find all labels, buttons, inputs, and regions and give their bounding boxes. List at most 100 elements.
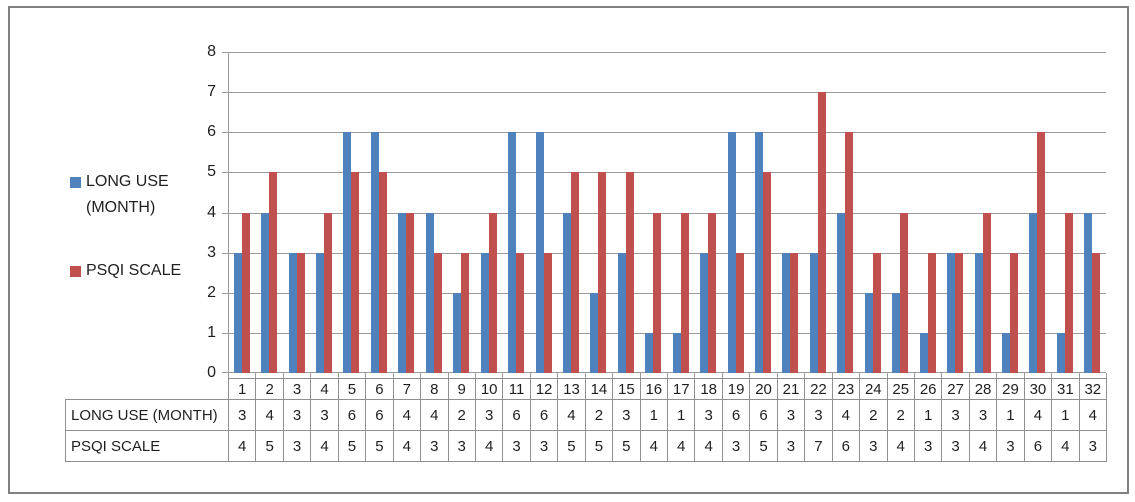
bar-long-use-month-29 xyxy=(1001,332,1010,373)
y-tick-label-2: 2 xyxy=(207,283,216,301)
gridline-0 xyxy=(222,372,1106,373)
x-axis-tick xyxy=(310,373,311,378)
gridline-2 xyxy=(222,293,1106,294)
x-axis-tick xyxy=(228,373,229,378)
x-axis-tick xyxy=(475,373,476,378)
value-cell-long-use-month-14: 2 xyxy=(584,399,614,431)
value-cell-long-use-month-29: 1 xyxy=(996,399,1025,431)
category-cell-11: 11 xyxy=(502,378,531,400)
bar-long-use-month-32 xyxy=(1084,212,1093,373)
category-cell-15: 15 xyxy=(612,378,641,400)
category-cell-28: 28 xyxy=(968,378,998,400)
value-cell-psqi-scale-18: 4 xyxy=(694,430,723,462)
y-axis-line xyxy=(228,52,229,373)
bar-psqi-scale-22 xyxy=(817,92,826,373)
value-cell-psqi-scale-5: 5 xyxy=(337,430,367,462)
value-cell-long-use-month-15: 3 xyxy=(612,399,641,431)
bar-psqi-scale-2 xyxy=(269,172,278,373)
bar-psqi-scale-24 xyxy=(872,252,881,373)
bar-long-use-month-1 xyxy=(233,252,242,373)
x-axis-tick xyxy=(557,373,558,378)
x-axis-tick xyxy=(722,373,723,378)
gridline-6 xyxy=(222,132,1106,133)
value-cell-long-use-month-19: 6 xyxy=(721,399,751,431)
value-cell-long-use-month-30: 4 xyxy=(1023,399,1053,431)
x-axis-tick xyxy=(1051,373,1052,378)
value-cell-psqi-scale-17: 4 xyxy=(666,430,696,462)
legend-swatch-psqi-scale xyxy=(70,266,81,277)
legend-swatch-long-use-month xyxy=(70,177,81,188)
bar-psqi-scale-6 xyxy=(378,172,387,373)
value-cell-long-use-month-3: 3 xyxy=(282,399,312,431)
bar-psqi-scale-1 xyxy=(241,212,250,373)
x-axis-tick xyxy=(887,373,888,378)
value-cell-long-use-month-6: 6 xyxy=(365,399,394,431)
value-cell-long-use-month-17: 1 xyxy=(666,399,696,431)
category-cell-14: 14 xyxy=(584,378,614,400)
bar-long-use-month-2 xyxy=(261,212,270,373)
row-header-long-use-month: LONG USE (MONTH) xyxy=(65,399,229,431)
bar-psqi-scale-18 xyxy=(708,212,717,373)
x-axis-tick xyxy=(283,373,284,378)
value-cell-long-use-month-13: 4 xyxy=(557,399,586,431)
bar-psqi-scale-17 xyxy=(680,212,689,373)
y-tick-label-4: 4 xyxy=(207,203,216,221)
value-cell-psqi-scale-31: 4 xyxy=(1051,430,1080,462)
bar-long-use-month-12 xyxy=(535,132,544,373)
x-axis-tick xyxy=(1024,373,1025,378)
category-cell-3: 3 xyxy=(282,378,312,400)
category-cell-24: 24 xyxy=(859,378,888,400)
category-cell-25: 25 xyxy=(886,378,915,400)
category-cell-9: 9 xyxy=(447,378,476,400)
value-cell-psqi-scale-32: 3 xyxy=(1078,430,1108,462)
value-cell-long-use-month-32: 4 xyxy=(1078,399,1108,431)
value-cell-long-use-month-20: 6 xyxy=(749,399,778,431)
value-cell-long-use-month-24: 2 xyxy=(859,399,888,431)
value-cell-psqi-scale-24: 3 xyxy=(859,430,888,462)
value-cell-long-use-month-4: 3 xyxy=(310,399,339,431)
value-cell-psqi-scale-3: 3 xyxy=(282,430,312,462)
bar-long-use-month-26 xyxy=(919,332,928,373)
value-cell-long-use-month-5: 6 xyxy=(337,399,367,431)
table-corner-blank xyxy=(66,379,229,400)
bar-psqi-scale-32 xyxy=(1092,252,1101,373)
value-cell-psqi-scale-19: 3 xyxy=(721,430,751,462)
plot-area xyxy=(222,52,1107,378)
table-row-long-use-month: LONG USE (MONTH) 3 4 3 3 6 6 4 4 2 3 6 6 4 2 3 1 1 3 6 6 3 3 4 2… xyxy=(65,399,1108,431)
value-cell-long-use-month-21: 3 xyxy=(776,399,806,431)
y-tick-label-8: 8 xyxy=(207,43,216,60)
value-cell-psqi-scale-21: 3 xyxy=(776,430,806,462)
bar-psqi-scale-8 xyxy=(433,252,442,373)
bar-long-use-month-23 xyxy=(837,212,846,373)
value-cell-long-use-month-22: 3 xyxy=(804,399,833,431)
x-axis-tick xyxy=(749,373,750,378)
value-cell-long-use-month-31: 1 xyxy=(1051,399,1080,431)
bar-long-use-month-5 xyxy=(343,132,352,373)
x-axis-tick xyxy=(832,373,833,378)
bar-psqi-scale-16 xyxy=(653,212,662,373)
x-axis-tick xyxy=(338,373,339,378)
value-cell-long-use-month-2: 4 xyxy=(255,399,284,431)
category-cell-26: 26 xyxy=(913,378,943,400)
category-cell-31: 31 xyxy=(1051,378,1080,400)
bar-long-use-month-3 xyxy=(288,252,297,373)
bar-long-use-month-16 xyxy=(645,332,654,373)
bar-long-use-month-9 xyxy=(453,292,462,373)
bar-long-use-month-4 xyxy=(316,252,325,373)
bar-long-use-month-8 xyxy=(425,212,434,373)
bar-psqi-scale-15 xyxy=(625,172,634,373)
value-cell-psqi-scale-29: 3 xyxy=(996,430,1025,462)
gridline-5 xyxy=(222,172,1106,173)
bar-long-use-month-15 xyxy=(617,252,626,373)
bar-long-use-month-13 xyxy=(562,212,571,373)
x-axis-tick xyxy=(777,373,778,378)
value-cell-long-use-month-26: 1 xyxy=(913,399,943,431)
value-cell-psqi-scale-23: 6 xyxy=(831,430,861,462)
bar-long-use-month-22 xyxy=(809,252,818,373)
x-axis-tick xyxy=(996,373,997,378)
x-axis-tick xyxy=(694,373,695,378)
bar-long-use-month-30 xyxy=(1029,212,1038,373)
category-cell-18: 18 xyxy=(694,378,723,400)
table-row-psqi-scale: PSQI SCALE 4 5 3 4 5 5 4 3 3 4 3 3 5 5 5 4 4 4 3 5 3 7 6 3 4 3 3 4 3 6… xyxy=(65,430,1108,462)
